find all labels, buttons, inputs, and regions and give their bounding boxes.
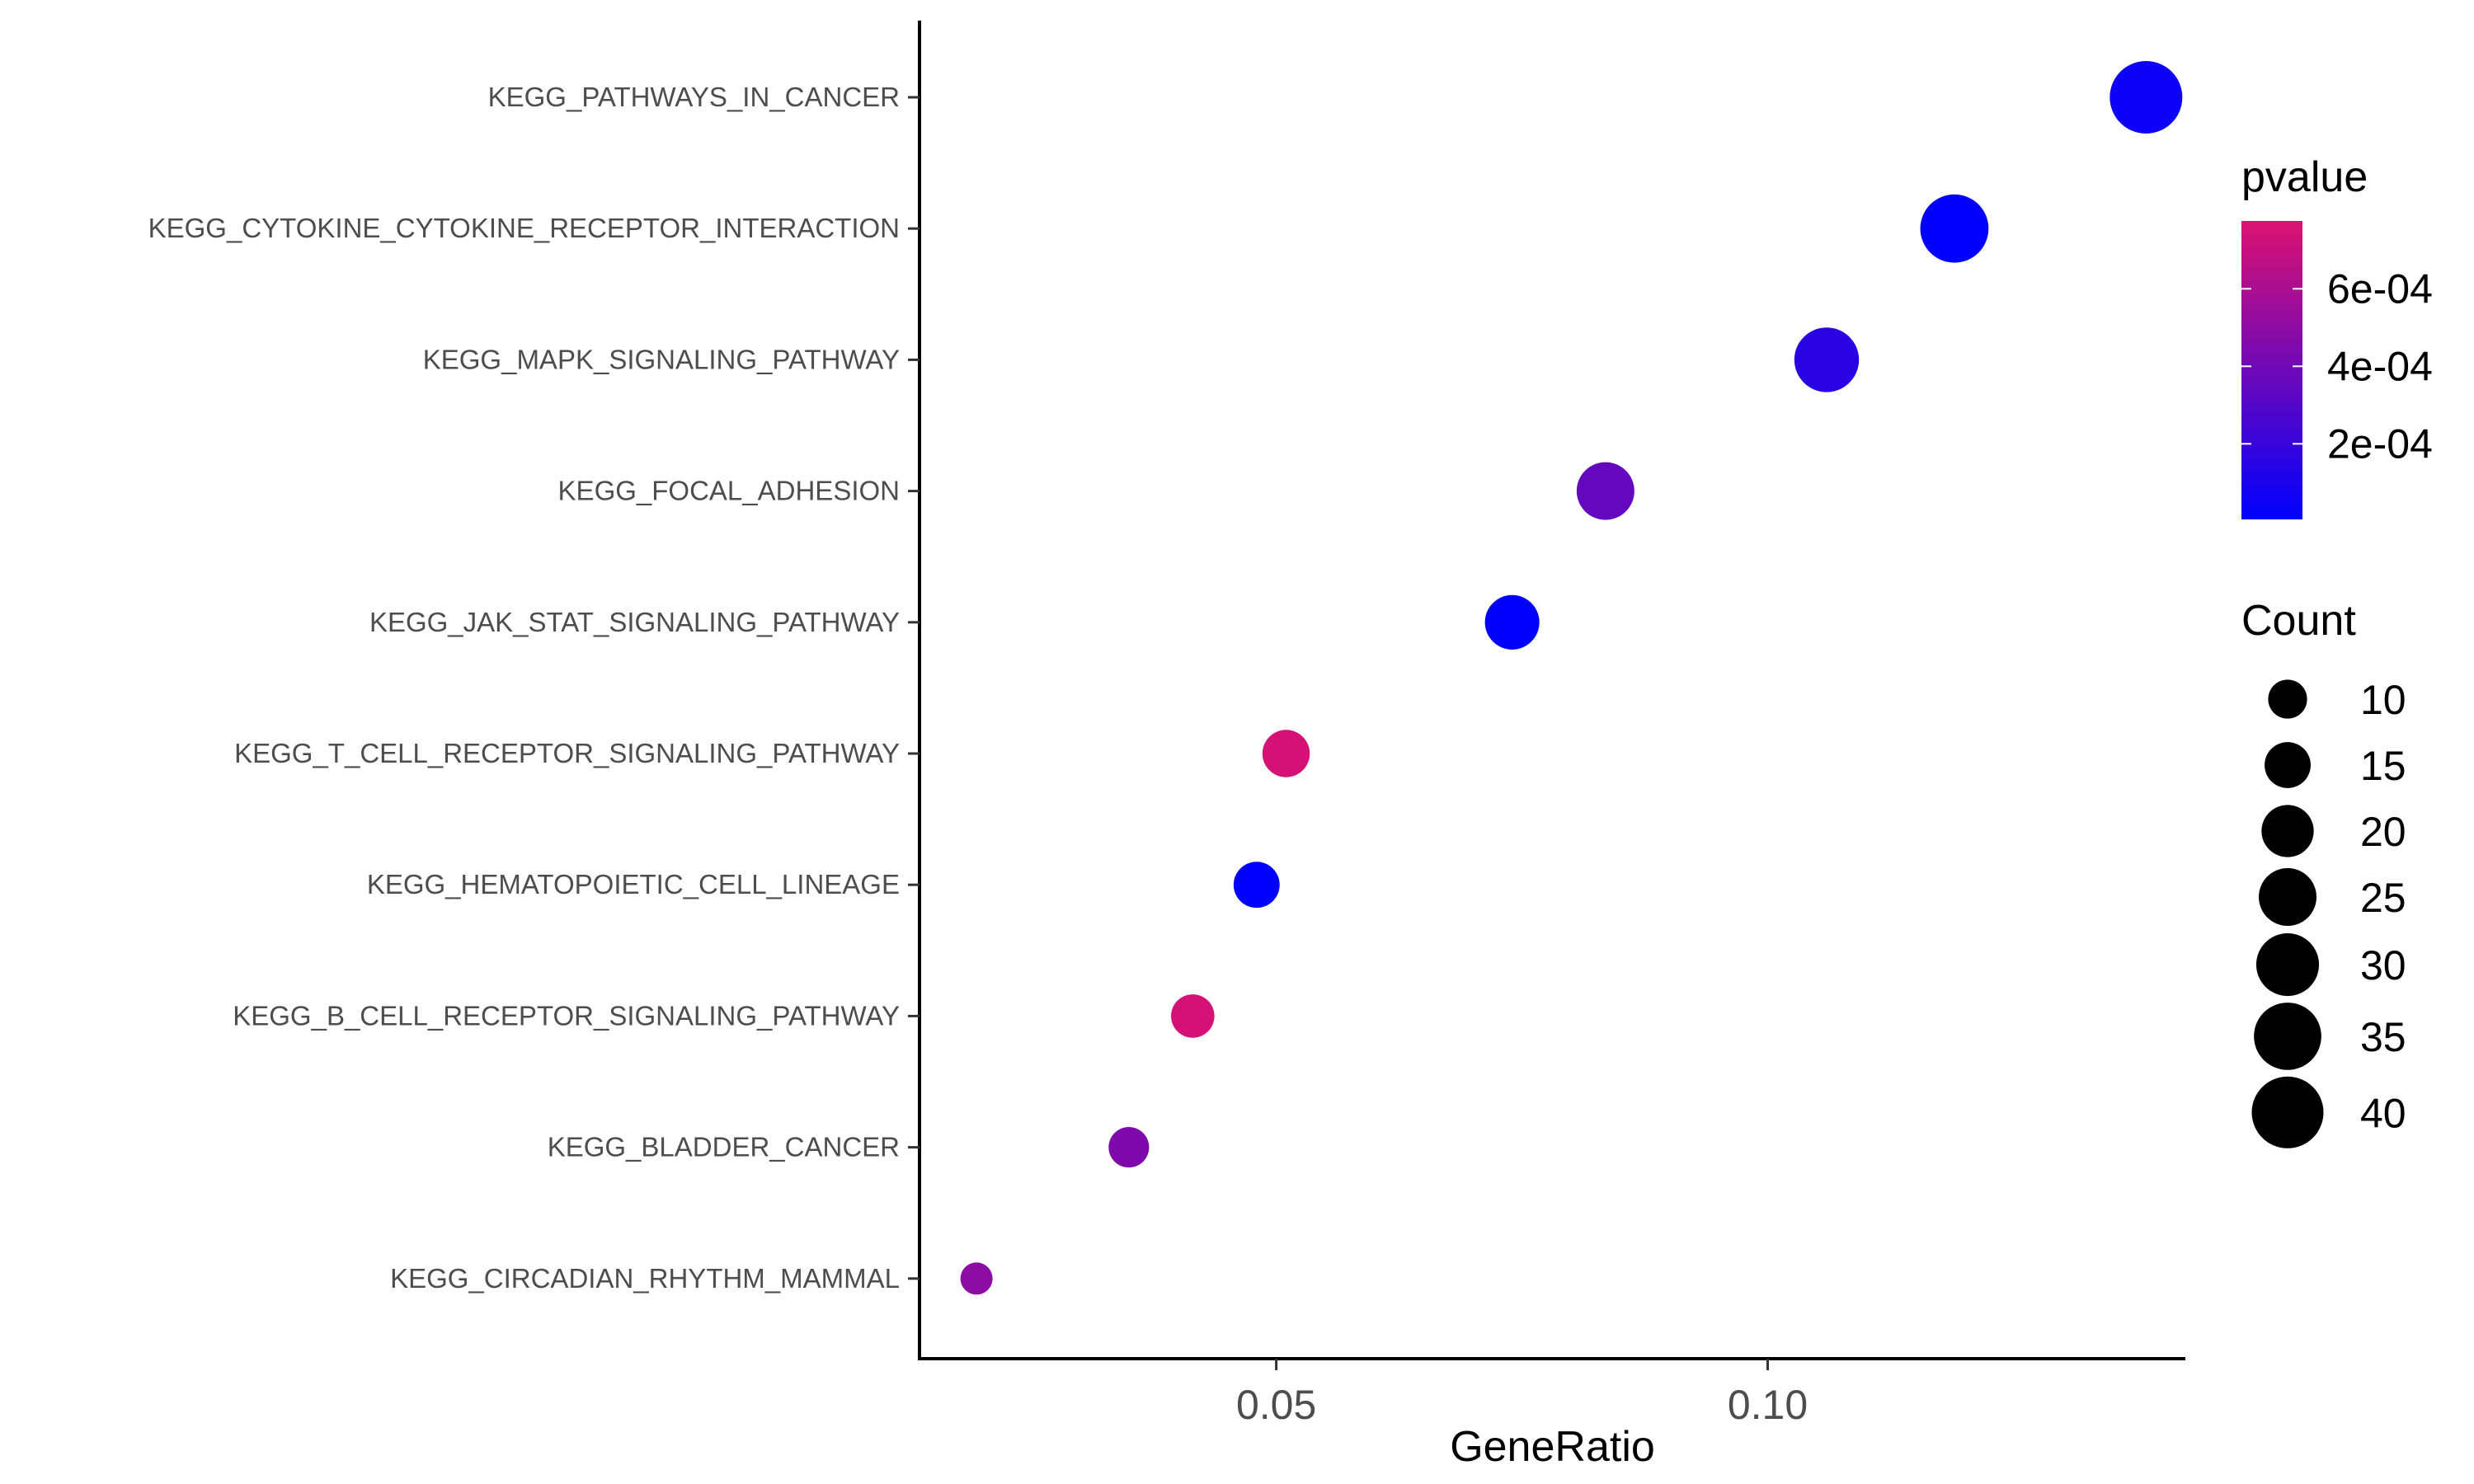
y-tick-label: KEGG_CIRCADIAN_RHYTHM_MAMMAL [390, 1263, 900, 1294]
pvalue-legend-title: pvalue [2241, 153, 2368, 201]
data-points [960, 61, 2183, 1295]
count-legend-label: 30 [2360, 942, 2406, 989]
y-tick-label: KEGG_T_CELL_RECEPTOR_SIGNALING_PATHWAY [234, 738, 900, 768]
count-legend-label: 40 [2360, 1090, 2406, 1136]
x-axis-title: GeneRatio [1450, 1423, 1655, 1471]
data-point [1484, 594, 1540, 650]
data-point [1920, 194, 1989, 263]
count-legend-label: 20 [2360, 809, 2406, 855]
plot-area: KEGG_PATHWAYS_IN_CANCER KEGG_CYTOKINE_CYT… [148, 21, 2185, 1428]
data-point [1233, 862, 1280, 909]
count-legend-circle [2268, 679, 2307, 719]
colorbar-tick-label: 6e-04 [2327, 265, 2433, 312]
colorbar-tick-label: 4e-04 [2327, 343, 2433, 389]
data-point [1262, 730, 1310, 777]
y-tick-label: KEGG_FOCAL_ADHESION [558, 476, 900, 506]
count-legend-keys: 10 15 20 25 30 35 40 [2251, 677, 2406, 1148]
pvalue-colorbar [2241, 221, 2302, 519]
x-tick-label: 0.05 [1236, 1382, 1316, 1428]
y-tick-label: KEGG_MAPK_SIGNALING_PATHWAY [423, 344, 900, 374]
count-legend-label: 25 [2360, 875, 2406, 921]
data-point [1576, 462, 1634, 520]
data-point [960, 1262, 993, 1295]
count-legend-circle [2265, 742, 2311, 788]
y-tick-label: KEGG_BLADDER_CANCER [548, 1132, 900, 1162]
count-legend: Count 10 15 20 25 30 35 40 [2241, 597, 2406, 1148]
data-point [2109, 61, 2183, 134]
pvalue-legend: pvalue 2e-04 4e-04 6e-04 [2241, 153, 2433, 519]
count-legend-label: 10 [2360, 677, 2406, 723]
count-legend-circle [2259, 868, 2316, 926]
count-legend-title: Count [2241, 597, 2356, 645]
colorbar-tick-label: 2e-04 [2327, 420, 2433, 467]
count-legend-circle [2255, 933, 2320, 997]
y-tick-label: KEGG_CYTOKINE_CYTOKINE_RECEPTOR_INTERACT… [148, 213, 900, 243]
count-legend-circle [2251, 1076, 2324, 1148]
data-point [1171, 994, 1215, 1038]
count-legend-label: 15 [2360, 743, 2406, 789]
x-tick-label: 0.10 [1728, 1382, 1808, 1428]
x-axis-ticks: 0.05 0.10 [1236, 1359, 1808, 1428]
y-tick-label: KEGG_HEMATOPOIETIC_CELL_LINEAGE [367, 869, 900, 899]
count-legend-circle [2261, 805, 2314, 857]
y-axis-ticks: KEGG_PATHWAYS_IN_CANCER KEGG_CYTOKINE_CYT… [148, 82, 920, 1294]
y-tick-label: KEGG_PATHWAYS_IN_CANCER [488, 82, 900, 112]
count-legend-circle [2254, 1003, 2321, 1070]
data-point [1794, 327, 1860, 392]
y-tick-label: KEGG_B_CELL_RECEPTOR_SIGNALING_PATHWAY [233, 1000, 900, 1031]
data-point [1108, 1127, 1150, 1168]
count-legend-label: 35 [2360, 1014, 2406, 1060]
pvalue-legend-ticks: 2e-04 4e-04 6e-04 [2241, 265, 2433, 467]
y-tick-label: KEGG_JAK_STAT_SIGNALING_PATHWAY [369, 607, 900, 637]
